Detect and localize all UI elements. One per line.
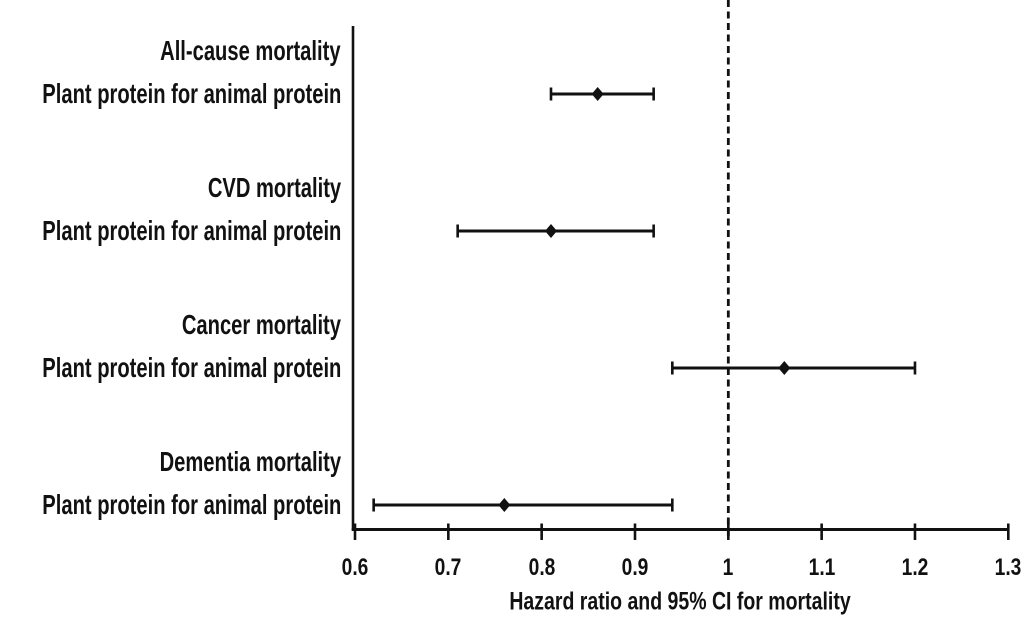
- row-label-1: Plant protein for animal protein: [41, 215, 341, 246]
- row-label-2: Plant protein for animal protein: [41, 352, 341, 383]
- x-tick-label-1.2: 1.2: [901, 554, 929, 581]
- x-tick-label-0.9: 0.9: [621, 554, 649, 581]
- x-tick-label-1: 1: [722, 554, 734, 581]
- x-tick-label-0.6: 0.6: [341, 554, 369, 581]
- x-axis-title: Hazard ratio and 95% CI for mortality: [509, 587, 851, 616]
- estimate-marker-2: [778, 361, 791, 375]
- x-tick-label-1.1: 1.1: [808, 554, 835, 581]
- row-label-3: Plant protein for animal protein: [41, 489, 341, 520]
- x-tick-label-1.3: 1.3: [994, 554, 1022, 581]
- estimate-marker-3: [498, 498, 511, 512]
- group-header-3: Dementia mortality: [159, 446, 341, 477]
- row-label-0: Plant protein for animal protein: [41, 78, 341, 109]
- group-header-2: Cancer mortality: [181, 309, 341, 340]
- x-tick-label-0.7: 0.7: [434, 554, 462, 581]
- group-header-1: CVD mortality: [207, 172, 341, 203]
- group-header-0: All-cause mortality: [160, 35, 341, 66]
- estimate-marker-0: [591, 87, 604, 101]
- x-tick-label-0.8: 0.8: [528, 554, 556, 581]
- estimate-marker-1: [544, 224, 557, 238]
